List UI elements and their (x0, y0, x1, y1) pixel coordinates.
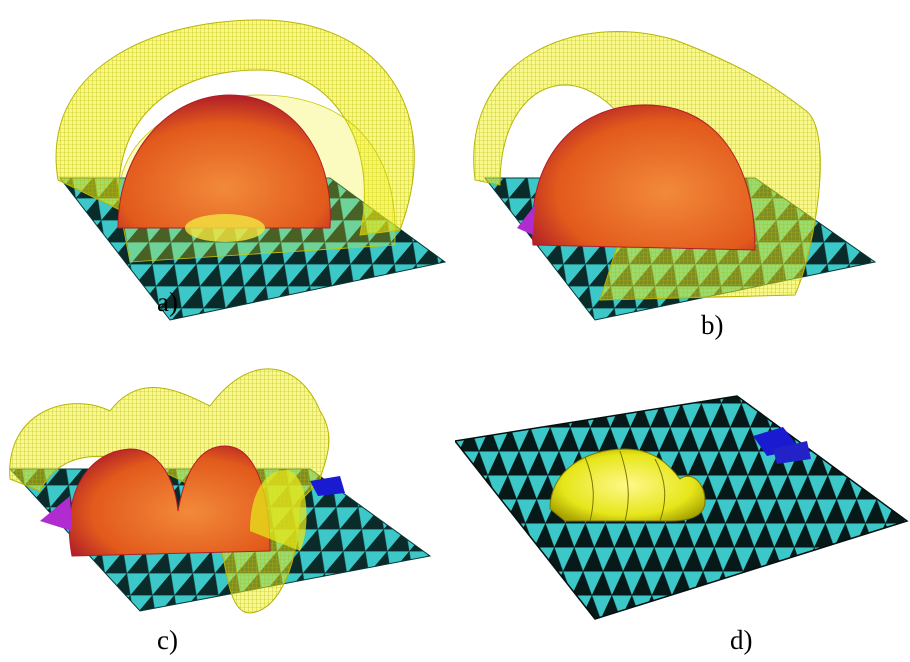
panel-label: b) (701, 310, 724, 340)
magenta-fragment (517, 205, 535, 235)
panel-b-diagram (473, 31, 877, 321)
panel-label: a) (157, 287, 178, 317)
panel-label: d) (730, 625, 753, 655)
panel-label: c) (157, 625, 178, 655)
panel-a: a) (0, 0, 455, 331)
panel-c-diagram (8, 368, 432, 614)
outer-shell-mesh (56, 20, 415, 235)
debris-lobe (250, 470, 307, 551)
panel-a-diagram (55, 19, 447, 321)
blue-fragment (310, 476, 345, 496)
magenta-fragment (40, 496, 72, 531)
panel-b: b) (455, 0, 910, 339)
panel-c: c) (0, 331, 455, 662)
panel-d: d) (455, 331, 910, 662)
impact-crater (185, 214, 265, 242)
inner-core (68, 445, 271, 557)
panel-d-diagram (455, 395, 909, 620)
blue-fragment (773, 441, 811, 464)
inner-core (117, 94, 331, 229)
inner-core (531, 104, 756, 251)
